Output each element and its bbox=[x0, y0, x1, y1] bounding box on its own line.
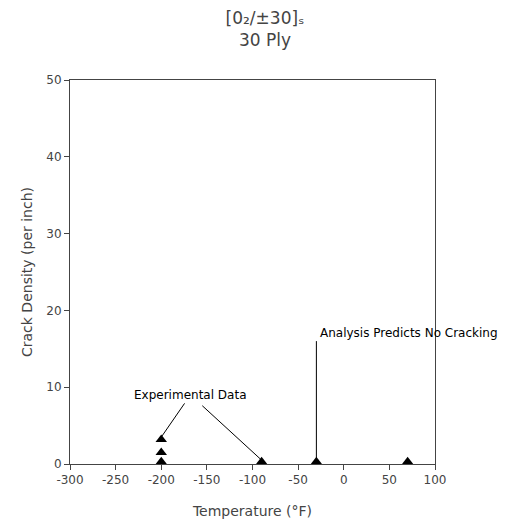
svg-text:40: 40 bbox=[46, 150, 61, 164]
svg-text:Crack Density (per inch): Crack Density (per inch) bbox=[19, 187, 35, 357]
svg-text:Analysis Predicts No Cracking: Analysis Predicts No Cracking bbox=[320, 326, 498, 340]
svg-text:50: 50 bbox=[382, 473, 397, 487]
svg-text:0: 0 bbox=[340, 473, 348, 487]
svg-text:20: 20 bbox=[46, 304, 61, 318]
svg-text:-150: -150 bbox=[193, 473, 220, 487]
svg-text:-50: -50 bbox=[288, 473, 308, 487]
svg-text:0: 0 bbox=[54, 457, 62, 471]
svg-text:-250: -250 bbox=[102, 473, 129, 487]
svg-text:-300: -300 bbox=[56, 473, 83, 487]
svg-text:[0₂/±30]ₛ30 Ply: [0₂/±30]ₛ30 Ply bbox=[226, 8, 305, 50]
svg-text:30: 30 bbox=[46, 227, 61, 241]
svg-text:10: 10 bbox=[46, 380, 61, 394]
svg-text:-200: -200 bbox=[148, 473, 175, 487]
svg-text:Temperature (°F): Temperature (°F) bbox=[192, 503, 312, 519]
svg-text:Experimental Data: Experimental Data bbox=[134, 388, 247, 402]
svg-text:-100: -100 bbox=[239, 473, 266, 487]
svg-text:100: 100 bbox=[424, 473, 447, 487]
svg-text:50: 50 bbox=[46, 73, 61, 87]
